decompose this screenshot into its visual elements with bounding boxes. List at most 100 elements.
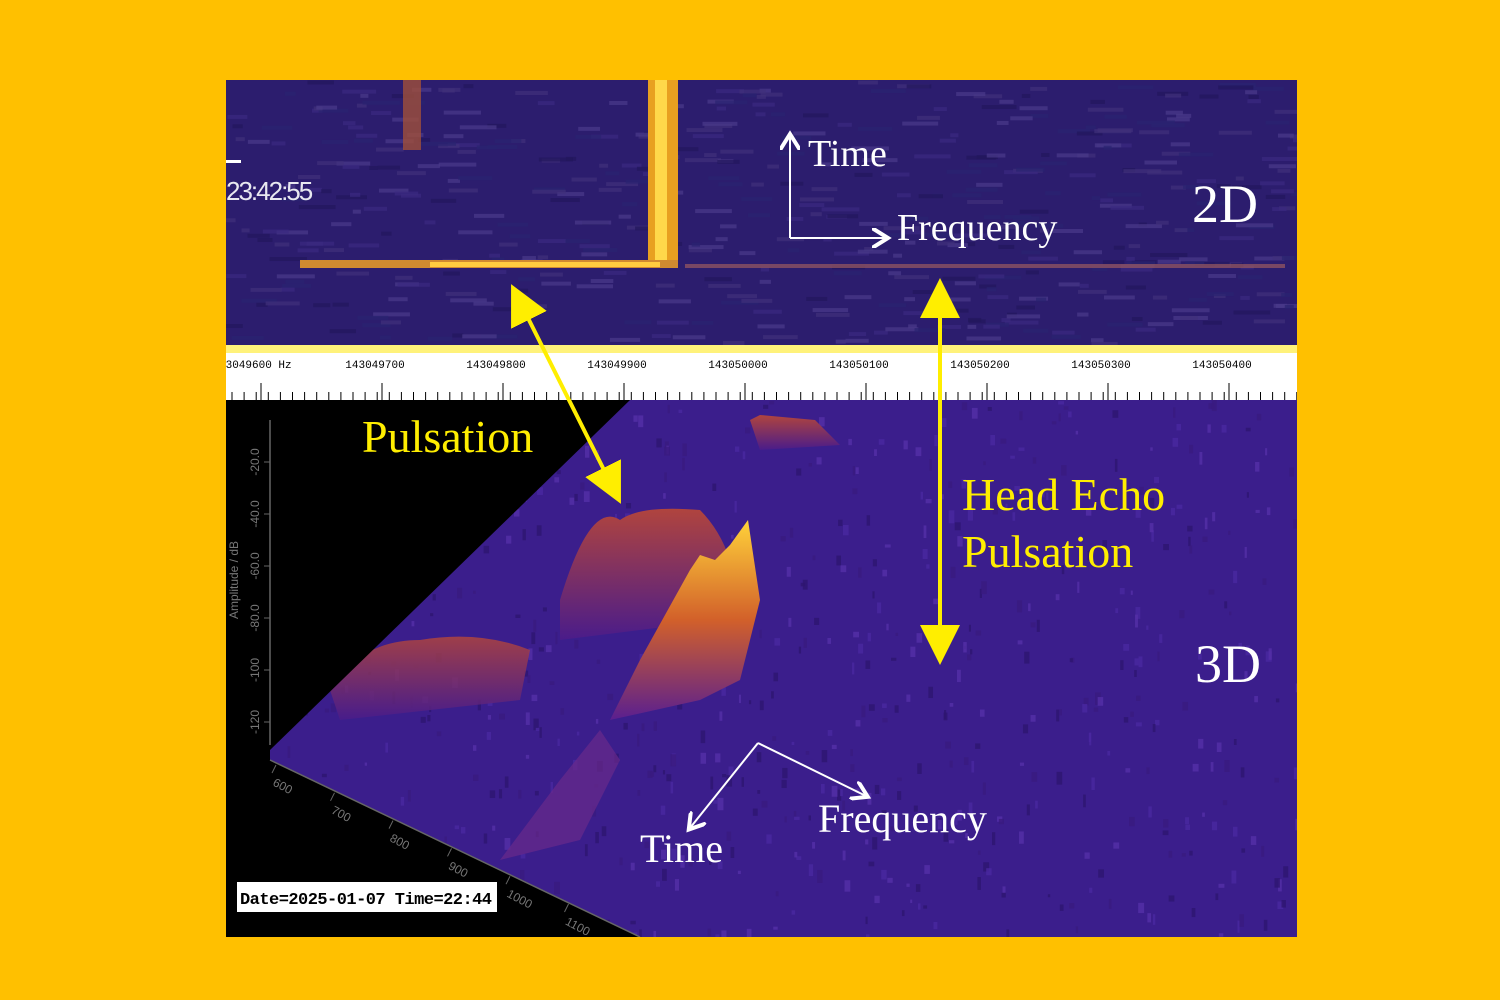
- noise-cell: [1019, 831, 1024, 844]
- noise-cell: [487, 715, 492, 720]
- noise-cell: [782, 135, 812, 140]
- noise-cell: [831, 785, 838, 797]
- noise-cell: [1036, 619, 1040, 632]
- noise-cell: [444, 836, 447, 846]
- noise-cell: [336, 271, 370, 276]
- noise-cell: [1051, 421, 1057, 425]
- noise-cell: [1172, 437, 1179, 447]
- noise-cell: [1207, 424, 1211, 433]
- noise-cell: [1245, 427, 1251, 432]
- noise-cell: [1002, 886, 1006, 894]
- noise-cell: [298, 205, 336, 210]
- noise-cell: [752, 808, 758, 816]
- noise-cell: [893, 253, 903, 258]
- noise-cell: [1135, 722, 1142, 727]
- noise-cell: [342, 121, 356, 126]
- frequency-arrow: [757, 742, 866, 796]
- noise-cell: [1266, 507, 1271, 516]
- noise-cell: [651, 334, 671, 339]
- noise-cell: [447, 143, 480, 148]
- noise-cell: [1107, 192, 1142, 197]
- noise-cell: [658, 299, 691, 304]
- noise-cell: [999, 99, 1014, 104]
- noise-cell: [371, 111, 392, 116]
- noise-cell: [1170, 507, 1175, 516]
- noise-cell: [590, 279, 614, 284]
- noise-cell: [1107, 322, 1143, 327]
- noise-cell: [867, 632, 871, 642]
- noise-cell: [443, 134, 464, 139]
- noise-cell: [459, 125, 497, 130]
- noise-cell: [1268, 648, 1272, 660]
- noise-cell: [1268, 164, 1296, 169]
- noise-cell: [834, 251, 869, 256]
- noise-cell: [1240, 295, 1250, 300]
- noise-cell: [1159, 634, 1163, 643]
- noise-cell: [377, 165, 401, 170]
- noise-cell: [1059, 709, 1062, 716]
- noise-cell: [1094, 129, 1132, 134]
- depth-tick: [388, 820, 394, 829]
- noise-cell: [775, 891, 779, 897]
- noise-cell: [1085, 125, 1096, 130]
- noise-cell: [520, 853, 526, 859]
- noise-cell: [902, 121, 939, 126]
- noise-cell: [851, 146, 889, 151]
- noise-cell: [576, 731, 580, 736]
- noise-cell: [1123, 717, 1129, 723]
- noise-cell: [1182, 701, 1189, 711]
- noise-cell: [323, 248, 345, 253]
- noise-cell: [1073, 250, 1103, 255]
- noise-cell: [1075, 430, 1079, 435]
- noise-cell: [1232, 185, 1262, 190]
- noise-cell: [708, 176, 740, 181]
- noise-cell: [1091, 196, 1101, 201]
- noise-cell: [906, 883, 910, 887]
- noise-cell: [876, 233, 908, 238]
- noise-cell: [808, 815, 811, 821]
- noise-cell: [886, 623, 889, 631]
- noise-cell: [1254, 256, 1285, 261]
- noise-cell: [1238, 275, 1263, 280]
- time-arrow: [690, 742, 759, 828]
- noise-cell: [848, 438, 852, 446]
- panel-label: 2D: [1192, 174, 1258, 234]
- noise-cell: [857, 126, 893, 131]
- noise-cell: [395, 275, 413, 280]
- noise-cell: [450, 298, 487, 303]
- noise-cell: [975, 630, 982, 636]
- noise-cell: [734, 446, 740, 452]
- noise-cell: [1211, 400, 1217, 412]
- spectrogram-2d: [226, 80, 1297, 345]
- noise-cell: [726, 775, 733, 787]
- noise-cell: [865, 660, 871, 669]
- noise-cell: [420, 716, 426, 723]
- noise-cell: [656, 438, 662, 448]
- noise-cell: [818, 162, 832, 167]
- noise-cell: [490, 270, 507, 275]
- noise-cell: [492, 825, 496, 831]
- noise-cell: [906, 84, 932, 89]
- noise-cell: [1058, 413, 1061, 422]
- noise-cell: [915, 884, 921, 892]
- noise-cell: [908, 324, 917, 329]
- annotation: Head Echo: [962, 469, 1165, 520]
- noise-cell: [957, 669, 961, 683]
- noise-cell: [504, 776, 509, 788]
- noise-cell: [944, 710, 947, 720]
- noise-cell: [525, 712, 530, 725]
- noise-cell: [987, 295, 1009, 300]
- noise-cell: [564, 239, 590, 244]
- noise-cell: [533, 619, 537, 632]
- noise-cell: [715, 100, 748, 105]
- noise-cell: [622, 202, 638, 207]
- noise-cell: [595, 718, 599, 724]
- noise-cell: [545, 645, 552, 653]
- noise-cell: [1244, 671, 1248, 680]
- noise-cell: [311, 108, 323, 113]
- noise-cell: [755, 112, 766, 117]
- depth-tick: [447, 848, 452, 857]
- noise-cell: [918, 903, 921, 910]
- noise-cell: [1131, 317, 1143, 322]
